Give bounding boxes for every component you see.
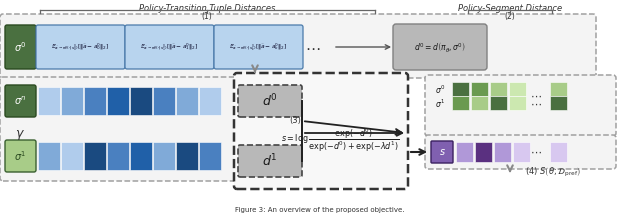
Bar (452, 82, 469, 96)
Bar (550, 96, 567, 110)
Bar (494, 142, 511, 162)
Text: $\mathbb{E}_{\tilde{a}\sim\pi_\theta(\cdot|s_0^0)}[\|\tilde{a}-a_0^0\|_2]$: $\mathbb{E}_{\tilde{a}\sim\pi_\theta(\cd… (51, 42, 109, 53)
Text: $\cdots$: $\cdots$ (530, 147, 542, 157)
Bar (490, 96, 507, 110)
Text: Policy-Transition Tuple Distances: Policy-Transition Tuple Distances (139, 4, 275, 13)
FancyBboxPatch shape (431, 141, 453, 163)
Text: Policy-Segment Distance: Policy-Segment Distance (458, 4, 562, 13)
Text: $d^0$: $d^0$ (262, 93, 278, 109)
Bar (61, 142, 83, 170)
Text: (1): (1) (202, 12, 212, 21)
Bar (130, 87, 152, 115)
Bar (38, 142, 60, 170)
Text: $s$: $s$ (438, 147, 445, 157)
Bar (471, 82, 488, 96)
FancyBboxPatch shape (214, 25, 303, 69)
Bar (107, 87, 129, 115)
Bar (61, 87, 83, 115)
Bar (199, 87, 221, 115)
Bar (130, 142, 152, 170)
Text: (2): (2) (504, 12, 515, 21)
FancyBboxPatch shape (125, 25, 214, 69)
Bar (509, 96, 526, 110)
Bar (513, 142, 530, 162)
FancyBboxPatch shape (36, 25, 125, 69)
Bar (199, 142, 221, 170)
Bar (107, 142, 129, 170)
Text: $\cdots$: $\cdots$ (305, 39, 321, 54)
Text: $d^1$: $d^1$ (262, 153, 278, 169)
Text: $\sigma^0$: $\sigma^0$ (435, 84, 445, 96)
Bar (490, 82, 507, 96)
FancyBboxPatch shape (238, 145, 302, 177)
Text: $\sigma^n$: $\sigma^n$ (14, 95, 27, 107)
Text: $\sigma^1$: $\sigma^1$ (14, 149, 27, 163)
Bar (475, 142, 492, 162)
Bar (176, 142, 198, 170)
FancyBboxPatch shape (393, 24, 487, 70)
FancyBboxPatch shape (0, 14, 596, 78)
Bar (509, 82, 526, 96)
Bar (153, 142, 175, 170)
Text: Figure 3: An overview of the proposed objective.: Figure 3: An overview of the proposed ob… (236, 207, 404, 213)
Bar (84, 142, 106, 170)
FancyBboxPatch shape (234, 73, 408, 189)
FancyBboxPatch shape (5, 140, 36, 172)
Text: $\mathbb{E}_{\tilde{a}\sim\pi_\theta(\cdot|s_1^0)}[\|\tilde{a}-a_1^0\|_2]$: $\mathbb{E}_{\tilde{a}\sim\pi_\theta(\cd… (140, 42, 198, 53)
Text: $s = \log\dfrac{\exp(-d^0)}{\exp(-d^0)+\exp(-\lambda d^1)}$: $s = \log\dfrac{\exp(-d^0)}{\exp(-d^0)+\… (281, 126, 399, 154)
Text: $\gamma$: $\gamma$ (15, 128, 25, 142)
Bar (38, 87, 60, 115)
FancyBboxPatch shape (238, 85, 302, 117)
Bar (550, 142, 567, 162)
Bar (84, 87, 106, 115)
Text: $\sigma^0$: $\sigma^0$ (14, 40, 27, 54)
Bar (153, 87, 175, 115)
Bar (550, 82, 567, 96)
FancyBboxPatch shape (0, 77, 238, 181)
Bar (176, 87, 198, 115)
Text: $\sigma^1$: $\sigma^1$ (435, 98, 445, 110)
Text: $\cdots$: $\cdots$ (530, 99, 542, 109)
FancyBboxPatch shape (5, 25, 36, 69)
Text: $\cdots$: $\cdots$ (530, 91, 542, 101)
FancyBboxPatch shape (5, 85, 36, 117)
Bar (452, 96, 469, 110)
Text: $d^0 = d\left(\pi_\theta, \sigma^0\right)$: $d^0 = d\left(\pi_\theta, \sigma^0\right… (414, 40, 466, 54)
FancyBboxPatch shape (425, 75, 616, 136)
Bar (456, 142, 473, 162)
Text: (4) $S\left(\theta;\mathcal{D}_{\mathrm{pref}}\right)$: (4) $S\left(\theta;\mathcal{D}_{\mathrm{… (525, 165, 581, 179)
FancyBboxPatch shape (425, 135, 616, 169)
Text: (3): (3) (289, 116, 301, 126)
Text: $\mathbb{E}_{\tilde{a}\sim\pi_\theta(\cdot|s_k^0)}[\|\tilde{a}-a_k^0\|_2]$: $\mathbb{E}_{\tilde{a}\sim\pi_\theta(\cd… (229, 42, 287, 53)
Bar (471, 96, 488, 110)
